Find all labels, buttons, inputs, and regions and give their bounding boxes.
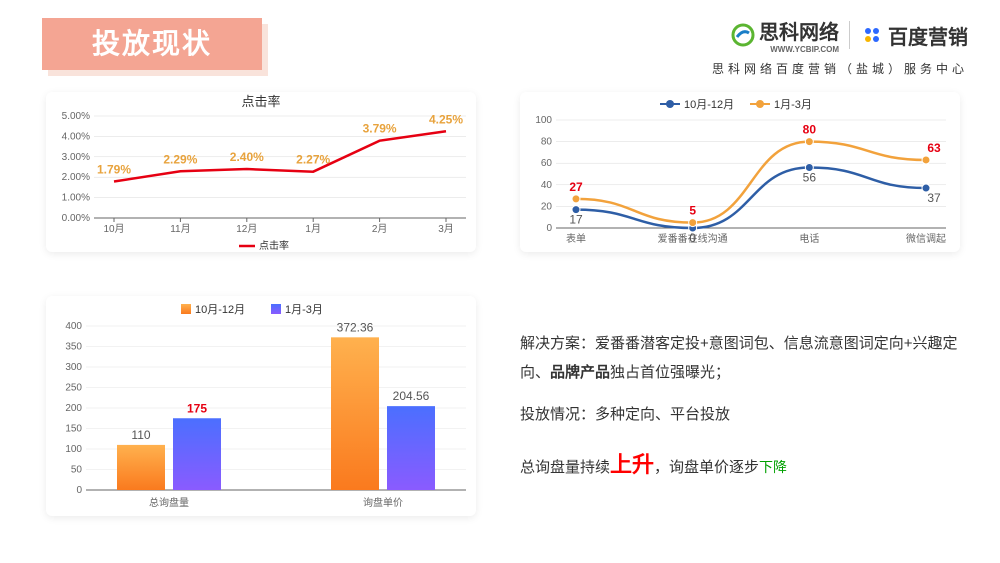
svg-text:0: 0 bbox=[689, 231, 696, 245]
inquiry-bar-chart: 10月-12月 1月-3月 0 50 100 150 200 250 300 350 400 110 1… bbox=[46, 296, 476, 516]
svg-text:3.79%: 3.79% bbox=[363, 122, 397, 136]
svg-text:40: 40 bbox=[541, 180, 553, 191]
baidu-icon bbox=[860, 23, 884, 47]
svg-text:150: 150 bbox=[65, 424, 82, 435]
analysis-line3-mid: ，询盘单价逐步 bbox=[654, 459, 759, 476]
svg-text:12月: 12月 bbox=[236, 223, 257, 235]
svg-text:4.00%: 4.00% bbox=[62, 131, 90, 142]
svg-text:总询盘量: 总询盘量 bbox=[149, 496, 189, 509]
svg-text:400: 400 bbox=[65, 321, 82, 332]
svg-text:80: 80 bbox=[541, 137, 553, 148]
svg-text:点击率: 点击率 bbox=[259, 239, 289, 252]
svg-text:微信调起: 微信调起 bbox=[906, 232, 946, 245]
svg-text:1.79%: 1.79% bbox=[97, 162, 131, 176]
svg-text:5.00%: 5.00% bbox=[62, 111, 90, 122]
svg-text:10月: 10月 bbox=[103, 223, 124, 235]
page-title: 投放现状 bbox=[42, 18, 262, 70]
svg-text:20: 20 bbox=[541, 201, 553, 212]
svg-text:60: 60 bbox=[541, 158, 553, 169]
svg-text:4.25%: 4.25% bbox=[429, 112, 463, 126]
analysis-line3-pre: 总询盘量持续 bbox=[520, 459, 610, 476]
svg-text:5: 5 bbox=[689, 204, 696, 218]
channel-comparison-chart: 10月-12月1月-3月020406080100表单爱番番在线沟通电话微信调起1… bbox=[520, 92, 960, 252]
svg-text:点击率: 点击率 bbox=[241, 94, 280, 109]
analysis-text: 解决方案：爱番番潜客定投+意图词包、信息流意图词定向+兴趣定向、品牌产品独占首位… bbox=[520, 330, 960, 485]
svg-text:2.00%: 2.00% bbox=[62, 172, 90, 183]
svg-text:0: 0 bbox=[546, 223, 552, 234]
svg-text:250: 250 bbox=[65, 383, 82, 394]
svg-text:175: 175 bbox=[187, 401, 207, 415]
svg-text:1月-3月: 1月-3月 bbox=[285, 304, 323, 316]
analysis-down: 下降 bbox=[759, 459, 787, 475]
svg-text:询盘单价: 询盘单价 bbox=[363, 496, 403, 509]
svg-text:1.00%: 1.00% bbox=[62, 193, 90, 204]
baidu-logo: 百度营销 bbox=[860, 21, 968, 50]
analysis-line2: 投放情况：多种定向、平台投放 bbox=[520, 401, 960, 430]
svg-text:80: 80 bbox=[803, 123, 817, 137]
svg-text:350: 350 bbox=[65, 342, 82, 353]
sike-logo-sub: WWW.YCBIP.COM bbox=[759, 45, 839, 54]
svg-text:63: 63 bbox=[927, 141, 941, 155]
svg-text:2月: 2月 bbox=[372, 223, 388, 235]
baidu-logo-text: 百度营销 bbox=[888, 21, 968, 50]
svg-text:204.56: 204.56 bbox=[393, 389, 430, 403]
svg-text:100: 100 bbox=[535, 115, 552, 126]
sike-icon bbox=[731, 23, 755, 47]
svg-text:2.27%: 2.27% bbox=[296, 153, 330, 167]
svg-text:0.00%: 0.00% bbox=[62, 213, 90, 224]
analysis-up: 上升 bbox=[610, 452, 654, 477]
svg-text:100: 100 bbox=[65, 444, 82, 455]
svg-text:50: 50 bbox=[71, 465, 83, 476]
header-subtitle: 思科网络百度营销（盐城）服务中心 bbox=[712, 60, 968, 77]
svg-text:电话: 电话 bbox=[799, 232, 819, 245]
svg-text:10月-12月: 10月-12月 bbox=[195, 304, 245, 316]
analysis-line1-bold: 品牌产品 bbox=[550, 364, 610, 381]
analysis-line1-post: 独占首位强曝光； bbox=[610, 364, 730, 381]
svg-text:200: 200 bbox=[65, 403, 82, 414]
svg-text:37: 37 bbox=[927, 191, 941, 205]
svg-text:0: 0 bbox=[76, 485, 82, 496]
svg-text:3月: 3月 bbox=[438, 223, 454, 235]
svg-text:1月-3月: 1月-3月 bbox=[774, 99, 812, 111]
svg-text:11月: 11月 bbox=[170, 223, 190, 235]
svg-text:300: 300 bbox=[65, 362, 82, 373]
logo-divider bbox=[849, 21, 850, 49]
svg-text:56: 56 bbox=[803, 171, 817, 185]
header-logos: 思科网络 WWW.YCBIP.COM 百度营销 思科网络百度营销（盐城）服务中心 bbox=[712, 16, 968, 77]
sike-logo-text: 思科网络 bbox=[759, 22, 839, 44]
svg-text:372.36: 372.36 bbox=[337, 320, 374, 334]
svg-text:3.00%: 3.00% bbox=[62, 152, 90, 163]
click-rate-chart: 点击率 0.00% 1.00% 2.00% 3.00% 4.00% 5.00% 10月 11月 1… bbox=[46, 92, 476, 252]
svg-text:表单: 表单 bbox=[566, 232, 586, 245]
svg-text:10月-12月: 10月-12月 bbox=[684, 99, 734, 111]
svg-text:1月: 1月 bbox=[305, 223, 321, 235]
svg-text:27: 27 bbox=[569, 180, 583, 194]
svg-text:2.40%: 2.40% bbox=[230, 150, 264, 164]
svg-text:2.29%: 2.29% bbox=[163, 152, 197, 166]
svg-text:110: 110 bbox=[131, 428, 150, 442]
sike-logo: 思科网络 WWW.YCBIP.COM bbox=[731, 16, 839, 54]
svg-text:17: 17 bbox=[569, 213, 583, 227]
